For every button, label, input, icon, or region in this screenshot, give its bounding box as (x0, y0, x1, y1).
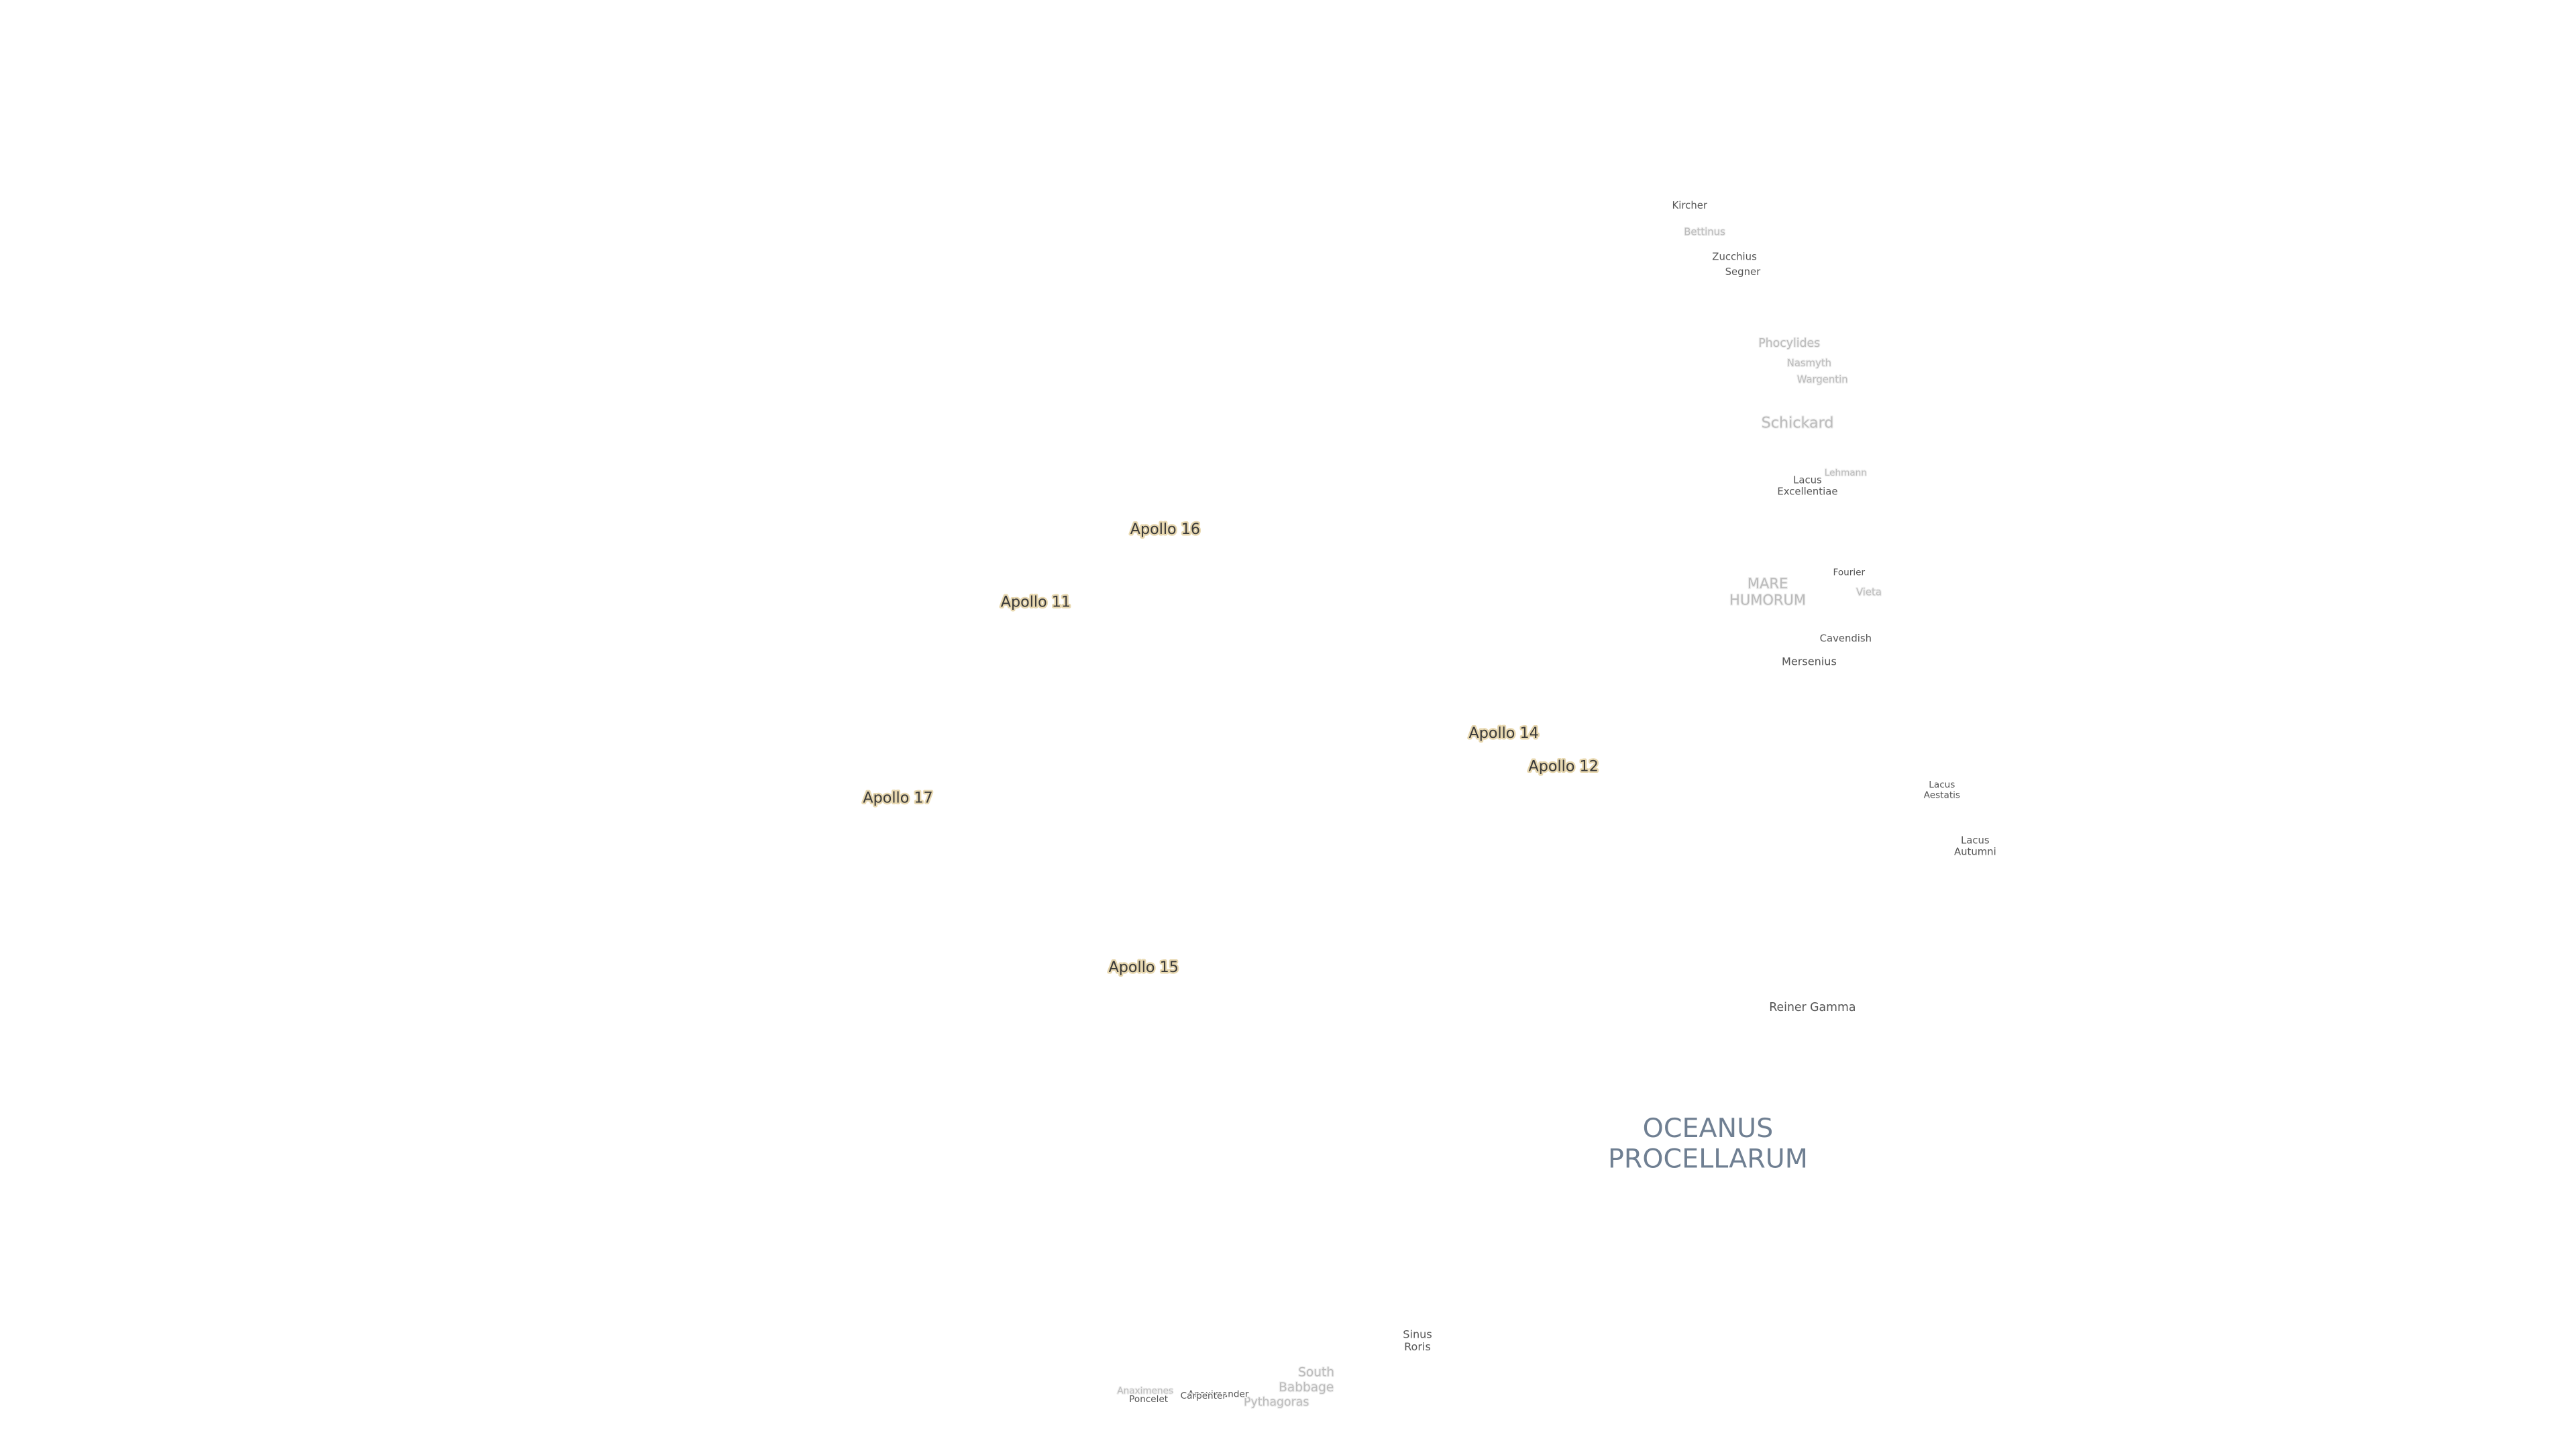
place-label: Zucchius (1712, 252, 1757, 263)
place-label: Reiner Gamma (1769, 1001, 1856, 1014)
place-label: Lacus (1961, 835, 1990, 846)
place-label: Nasmyth (1787, 358, 1831, 369)
place-label: Vieta (1856, 586, 1882, 598)
place-label: Segner (1725, 266, 1761, 278)
place-label: OCEANUS (1643, 1113, 1774, 1144)
place-label: Sinus (1403, 1328, 1432, 1340)
place-label: PROCELLARUM (1608, 1143, 1808, 1174)
place-label: Poncelet (1129, 1394, 1168, 1405)
place-label: Kircher (1672, 200, 1708, 211)
place-label: Anaximenes (1117, 1385, 1173, 1396)
place-label: Apollo 17 (863, 790, 932, 807)
place-label: Fourier (1833, 568, 1865, 578)
place-label: Carpenter (1181, 1391, 1227, 1401)
place-label: Lacus (1929, 780, 1955, 790)
place-label: Autumni (1954, 846, 1996, 857)
place-label: Phocylides (1758, 337, 1820, 350)
place-label: South (1298, 1366, 1334, 1380)
place-label: Apollo 11 (1001, 594, 1071, 611)
place-label: Babbage (1279, 1381, 1334, 1395)
place-label: Bettinus (1684, 226, 1725, 237)
place-label: Apollo 14 (1468, 724, 1538, 742)
place-label: Apollo 15 (1109, 959, 1179, 976)
place-label: Excellentiae (1777, 486, 1837, 497)
place-label: Pythagoras (1244, 1396, 1309, 1409)
place-label: Anaximander (1188, 1389, 1249, 1399)
place-label: Mersenius (1782, 655, 1837, 668)
place-label: Aestatis (1924, 790, 1960, 801)
place-label: Wargentin (1797, 374, 1848, 386)
place-label: HUMORUM (1729, 591, 1806, 608)
place-label: Cavendish (1820, 633, 1872, 645)
place-label: Lacus (1793, 474, 1822, 486)
place-label: Roris (1404, 1340, 1431, 1353)
place-label: Lehmann (1825, 468, 1867, 478)
place-label: Schickard (1762, 414, 1834, 431)
place-label: Apollo 12 (1529, 758, 1599, 775)
place-label: Apollo 16 (1130, 521, 1200, 538)
place-label: MARE (1748, 575, 1788, 592)
